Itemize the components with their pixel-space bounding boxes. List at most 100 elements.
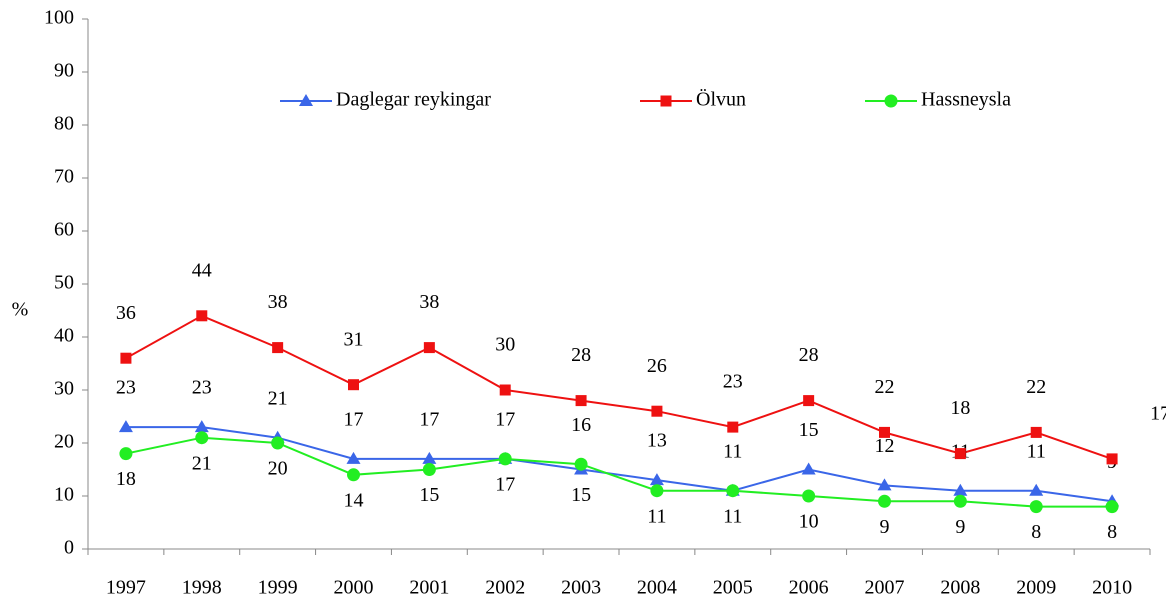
y-tick-label: 50	[54, 272, 74, 294]
data-label: 36	[116, 302, 136, 324]
data-label: 8	[1031, 521, 1041, 543]
point	[803, 395, 815, 407]
data-label: 15	[571, 484, 591, 506]
point	[953, 494, 967, 508]
legend-marker	[660, 95, 672, 107]
y-tick-label: 10	[54, 484, 74, 506]
point	[727, 421, 739, 433]
data-label: 9	[955, 516, 965, 538]
point	[802, 489, 816, 503]
x-tick-label: 2008	[940, 577, 980, 599]
data-label: 38	[268, 291, 288, 313]
point	[649, 473, 664, 486]
point	[498, 452, 512, 466]
legend-label: Ölvun	[696, 88, 746, 111]
point	[878, 494, 891, 508]
point	[1029, 483, 1044, 496]
y-tick-label: 80	[54, 113, 74, 135]
x-tick-label: 2009	[1016, 577, 1056, 599]
x-tick-label: 1999	[258, 577, 298, 599]
data-label: 11	[647, 505, 666, 527]
x-tick-label: 2000	[334, 577, 374, 599]
data-label: 9	[880, 516, 890, 538]
point	[272, 342, 284, 354]
y-tick-label: 100	[44, 7, 74, 29]
series-line	[125, 314, 1113, 460]
data-label: 18	[116, 468, 136, 490]
data-label: 17	[1150, 402, 1166, 424]
x-tick-label: 2006	[789, 577, 829, 599]
data-label: 17	[495, 473, 515, 495]
x-tick-label: 2005	[713, 577, 753, 599]
x-tick-label: 2004	[637, 577, 677, 599]
data-label: 26	[647, 355, 667, 377]
series-line	[125, 436, 1113, 508]
point	[119, 447, 133, 461]
data-label: 16	[571, 414, 591, 436]
data-label: 11	[1027, 440, 1046, 462]
data-label: 28	[799, 344, 819, 366]
data-label: 23	[192, 377, 212, 399]
point	[726, 484, 740, 498]
point	[499, 384, 511, 396]
point	[1030, 426, 1042, 438]
x-tick-label: 2010	[1092, 577, 1132, 599]
y-tick-label: 90	[54, 60, 74, 82]
data-label: 11	[723, 440, 742, 462]
data-label: 15	[419, 484, 439, 506]
data-label: 17	[495, 408, 515, 430]
point	[347, 468, 360, 482]
legend-label: Daglegar reykingar	[336, 89, 491, 111]
y-tick-label: 40	[54, 325, 74, 347]
data-label: 28	[571, 344, 591, 366]
point	[120, 352, 132, 364]
series-line	[125, 426, 1113, 503]
point	[879, 426, 890, 438]
data-label: 17	[344, 408, 364, 430]
point	[422, 463, 436, 476]
data-label: 17	[419, 408, 439, 430]
point	[651, 405, 663, 417]
data-label: 22	[1026, 376, 1046, 398]
legend-label: Hassneysla	[921, 89, 1011, 111]
point	[575, 395, 587, 407]
data-label: 38	[419, 291, 439, 313]
point	[1029, 500, 1043, 514]
y-tick-label: 20	[54, 431, 74, 453]
y-tick-label: 60	[54, 219, 74, 241]
y-tick-label: 0	[64, 537, 74, 559]
point	[954, 448, 966, 460]
data-label: 11	[723, 505, 742, 527]
point	[118, 420, 133, 433]
data-label: 12	[875, 435, 895, 457]
data-label: 13	[647, 430, 667, 452]
point	[650, 484, 664, 498]
point	[271, 436, 285, 450]
data-label: 23	[723, 371, 743, 393]
point	[195, 431, 209, 445]
point	[422, 451, 437, 464]
point	[953, 483, 968, 496]
data-label: 22	[875, 376, 895, 398]
point	[574, 457, 588, 471]
legend-marker	[884, 94, 898, 108]
data-label: 23	[116, 377, 136, 399]
point	[1106, 453, 1118, 465]
data-label: 14	[344, 489, 364, 511]
y-tick-label: 30	[54, 378, 74, 400]
legend-marker	[299, 94, 313, 106]
data-label: 8	[1107, 521, 1117, 543]
point	[196, 310, 208, 322]
x-tick-label: 2001	[409, 577, 449, 599]
y-tick-label: 70	[54, 166, 74, 188]
x-tick-label: 1997	[106, 577, 146, 599]
data-label: 31	[344, 328, 364, 350]
data-label: 15	[799, 419, 819, 441]
y-axis-label: %	[12, 299, 29, 321]
data-label: 44	[192, 259, 212, 281]
point	[194, 420, 209, 433]
point	[801, 462, 816, 475]
data-label: 20	[268, 458, 288, 480]
x-tick-label: 2003	[561, 577, 601, 599]
x-tick-label: 2002	[485, 577, 525, 599]
